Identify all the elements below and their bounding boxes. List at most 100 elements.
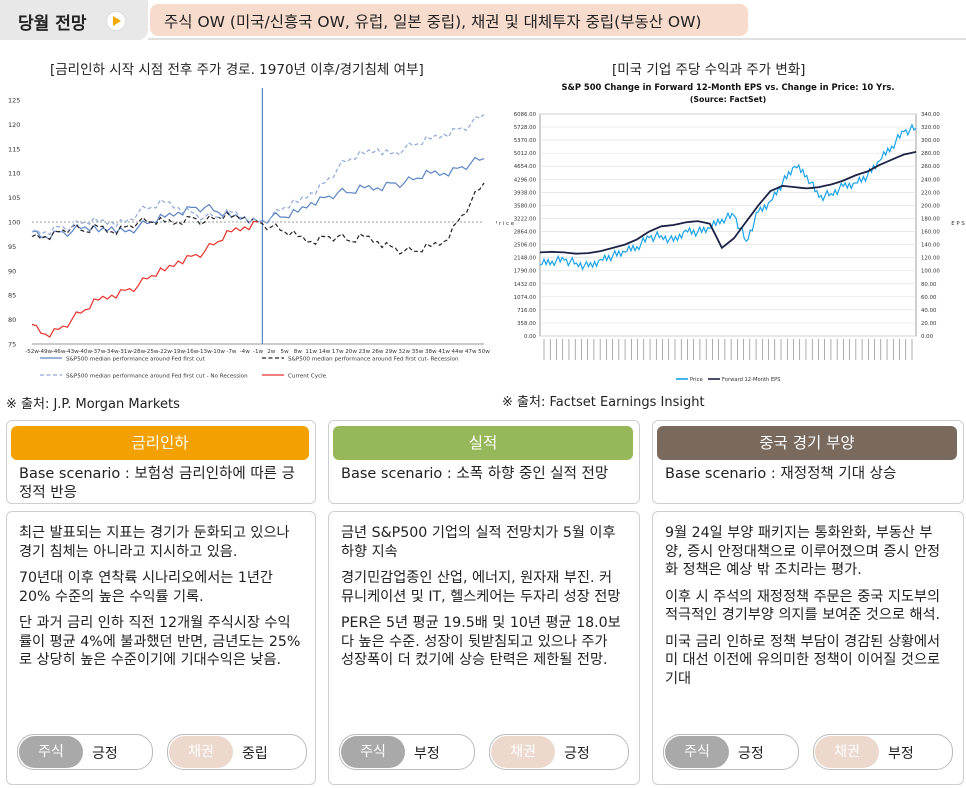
stock-chip: 주식 <box>341 736 405 768</box>
x-tick-label: 2w <box>267 349 276 355</box>
y-tick-label: 115 <box>8 145 20 153</box>
right-chart: S&P 500 Change in Forward 12-Month EPS v… <box>496 82 965 383</box>
x-tick-label: -52w <box>25 349 39 355</box>
right-tick-label: 100.00 <box>921 269 940 275</box>
left-tick-label: 1432.00 <box>514 282 537 288</box>
stock-view-value: 부정 <box>414 746 440 762</box>
legend-label: Forward 12-Month EPS <box>722 377 781 383</box>
card-pill: 실적 <box>333 426 633 460</box>
left-tick-label: 2506.00 <box>514 243 537 249</box>
card-paragraph: 최근 발표되는 지표는 경기가 둔화되고 있으나 경기 침체는 아니라고 지시하… <box>19 525 290 560</box>
legend-label: S&P500 median performance around Fed fir… <box>66 374 248 380</box>
bond-chip: 채권 <box>491 736 555 768</box>
bond-view-value: 부정 <box>888 746 914 762</box>
left-tick-label: 3580.00 <box>514 203 537 209</box>
left-tick-label: 716.00 <box>517 308 536 314</box>
bond-view-value: 긍정 <box>564 746 590 762</box>
right-tick-label: 220.00 <box>921 190 940 196</box>
card-scenario: Base scenario : 보험성 금리인하에 따른 긍정적 반응 <box>19 466 295 501</box>
series-line <box>31 220 259 338</box>
x-tick-label: -1w <box>253 349 264 355</box>
x-tick-label: 47w <box>465 349 477 355</box>
x-tick-label: 41w <box>438 349 450 355</box>
x-tick-label: 44w <box>452 349 464 355</box>
y-tick-label: 75 <box>8 341 16 349</box>
x-tick-label: -31w <box>118 349 132 355</box>
y-tick-label: 80 <box>8 316 16 324</box>
left-tick-label: 5370.00 <box>514 138 537 144</box>
x-tick-label: -22w <box>158 349 172 355</box>
y-tick-label: 105 <box>8 194 20 202</box>
left-tick-label: 5012.00 <box>514 151 537 157</box>
card-pill: 금리인하 <box>11 426 309 460</box>
left-tick-label: 1074.00 <box>514 295 537 301</box>
card-header-3: 중국 경기 부양 Base scenario : 재정정책 기대 상승 <box>652 420 964 504</box>
series-line <box>31 114 485 236</box>
x-tick-label: 20w <box>345 349 357 355</box>
play-icon[interactable] <box>106 11 126 31</box>
card-paragraph: 70년대 이후 연착륙 시나리오에서는 1년간 20% 수준의 높은 수익률 기… <box>19 570 273 605</box>
right-chart-source: ※ 출처: Factset Earnings Insight <box>502 395 705 410</box>
right-tick-label: 240.00 <box>921 177 940 183</box>
x-tick-label: 35w <box>412 349 424 355</box>
left-tick-label: 1790.00 <box>514 269 537 275</box>
bond-view-value: 중립 <box>242 746 268 762</box>
stock-view-tag: 주식 긍정 <box>17 734 153 770</box>
chart-heading: S&P 500 Change in Forward 12-Month EPS v… <box>562 82 895 92</box>
bond-chip: 채권 <box>815 736 879 768</box>
stock-view-value: 긍정 <box>738 746 764 762</box>
right-tick-label: 280.00 <box>921 151 940 157</box>
card-paragraph: 금년 S&P500 기업의 실적 전망치가 5월 이후 하향 지속 <box>341 525 616 560</box>
card-paragraph: 미국 금리 인하로 정책 부담이 경감된 상황에서 미 대선 이전에 유의미한 … <box>665 633 941 687</box>
legend-label: S&P500 median performance around Fed fir… <box>288 357 459 363</box>
left-tick-label: 0.00 <box>524 334 537 340</box>
left-tick-label: 2864.00 <box>514 230 537 236</box>
left-tick-label: 6086.00 <box>514 112 537 118</box>
x-tick-label: -7w <box>226 349 237 355</box>
legend-label: S&P500 median performance around Fed fir… <box>66 357 206 363</box>
x-tick-label: -46w <box>52 349 66 355</box>
legend-label: Current Cycle <box>288 374 327 380</box>
x-tick-label: 38w <box>425 349 437 355</box>
x-tick-label: 26w <box>372 349 384 355</box>
x-tick-label: -16w <box>185 349 199 355</box>
right-tick-label: 300.00 <box>921 138 940 144</box>
right-tick-label: 60.00 <box>921 295 937 301</box>
series-line <box>539 151 917 255</box>
y-tick-label: 95 <box>8 243 16 251</box>
card-paragraph: PER은 5년 평균 19.5배 및 10년 평균 18.0보다 높은 수준. … <box>341 615 621 668</box>
card-paragraph: 이후 시 주석의 재정정책 주문은 중국 지도부의 적극적인 경기부양 의지를 … <box>665 588 941 624</box>
right-tick-label: 40.00 <box>921 308 937 314</box>
card-paragraph: 경기민감업종인 산업, 에너지, 원자재 부진. 커뮤니케이션 및 IT, 헬스… <box>341 570 621 605</box>
left-chart-source: ※ 출처: J.P. Morgan Markets <box>6 397 180 412</box>
chart-subheading: (Source: FactSet) <box>690 95 766 104</box>
x-tick-label: -19w <box>171 349 185 355</box>
x-tick-label: 17w <box>332 349 344 355</box>
x-tick-label: -28w <box>131 349 145 355</box>
x-tick-label: 23w <box>359 349 371 355</box>
series-line <box>539 123 917 271</box>
right-axis-label: E P S <box>951 221 965 227</box>
left-tick-label: 2148.00 <box>514 256 537 262</box>
x-tick-label: 29w <box>385 349 397 355</box>
outlook-banner-text: 주식 OW (미국/신흥국 OW, 유럽, 일본 중립), 채권 및 대체투자 … <box>164 13 702 31</box>
x-tick-label: -34w <box>105 349 119 355</box>
outlook-banner: 주식 OW (미국/신흥국 OW, 유럽, 일본 중립), 채권 및 대체투자 … <box>150 4 748 36</box>
card-body-1: 최근 발표되는 지표는 경기가 둔화되고 있으나 경기 침체는 아니라고 지시하… <box>6 511 316 785</box>
card-paragraph: 단 과거 금리 인하 직전 12개월 주식시장 수익률이 평균 4%에 불과했던… <box>19 615 301 668</box>
bond-view-tag: 채권 부정 <box>813 734 953 770</box>
left-axis-label: P r i c e <box>496 221 515 227</box>
stock-view-value: 긍정 <box>92 746 118 762</box>
bond-view-tag: 채권 긍정 <box>489 734 629 770</box>
x-tick-label: -13w <box>198 349 212 355</box>
card-body-3: 9월 24일 부양 패키지는 통화완화, 부동산 부양, 증시 안정대책으로 이… <box>652 511 964 785</box>
y-tick-label: 85 <box>8 292 16 300</box>
left-tick-label: 4654.00 <box>514 164 537 170</box>
bond-view-tag: 채권 중립 <box>167 734 307 770</box>
x-tick-label: -10w <box>211 349 225 355</box>
stock-chip: 주식 <box>665 736 729 768</box>
stock-view-tag: 주식 부정 <box>339 734 475 770</box>
header-divider <box>148 38 966 40</box>
right-chart-title: [미국 기업 주당 수익과 주가 변화] <box>612 62 806 78</box>
left-tick-label: 3222.00 <box>514 216 537 222</box>
